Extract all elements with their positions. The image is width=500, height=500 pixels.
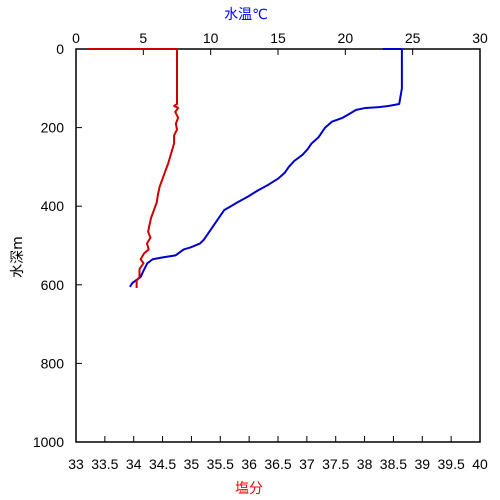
top-axis-tick-label: 10 [203,30,219,46]
series-layer [87,48,403,288]
top-axis-tick-label: 0 [72,30,80,46]
top-axis-tick-label: 5 [139,30,147,46]
bottom-axis-tick-label: 37 [299,456,315,472]
y-axis-tick-label: 600 [41,277,65,293]
salinity-profile-line [87,48,180,288]
top-axis-tick-label: 20 [338,30,354,46]
bottom-axis-ticks: 33 33.5 34 34.5 35 35.5 36 36.5 37 37.5 38 38.5 39 39… [68,436,488,472]
top-axis-tick-label: 15 [270,30,286,46]
y-axis-tick-label: 400 [41,198,65,214]
bottom-axis-tick-label: 35 [184,456,200,472]
top-axis-tick-label: 25 [405,30,421,46]
bottom-axis-title: 塩分 [235,481,263,497]
y-axis-tick-label: 0 [56,41,64,57]
bottom-axis-tick-label: 39 [414,456,430,472]
y-axis-ticks: 0 200 400 600 800 1000 [33,41,82,450]
y-axis-tick-label: 1000 [33,434,64,450]
y-axis-tick-label: 800 [41,355,65,371]
y-axis-title: 水深m [10,236,26,278]
temperature-profile-line [129,48,403,288]
bottom-axis-tick-label: 35.5 [207,456,234,472]
bottom-axis-tick-label: 36 [241,456,257,472]
bottom-axis-tick-label: 36.5 [264,456,291,472]
bottom-axis-tick-label: 38.5 [380,456,407,472]
bottom-axis-tick-label: 39.5 [438,456,465,472]
bottom-axis-tick-label: 34 [126,456,142,472]
bottom-axis-tick-label: 38 [357,456,373,472]
top-axis-tick-label: 30 [472,30,488,46]
bottom-axis-tick-label: 33.5 [91,456,118,472]
y-axis-tick-label: 200 [41,120,65,136]
plot-frame [75,48,481,443]
bottom-axis-tick-label: 33 [68,456,84,472]
top-axis-ticks: 0 5 10 15 20 25 30 [72,30,488,55]
bottom-axis-tick-label: 34.5 [149,456,176,472]
bottom-axis-tick-label: 37.5 [322,456,349,472]
bottom-axis-tick-label: 40 [472,456,488,472]
top-axis-title: 水温℃ [224,7,268,23]
